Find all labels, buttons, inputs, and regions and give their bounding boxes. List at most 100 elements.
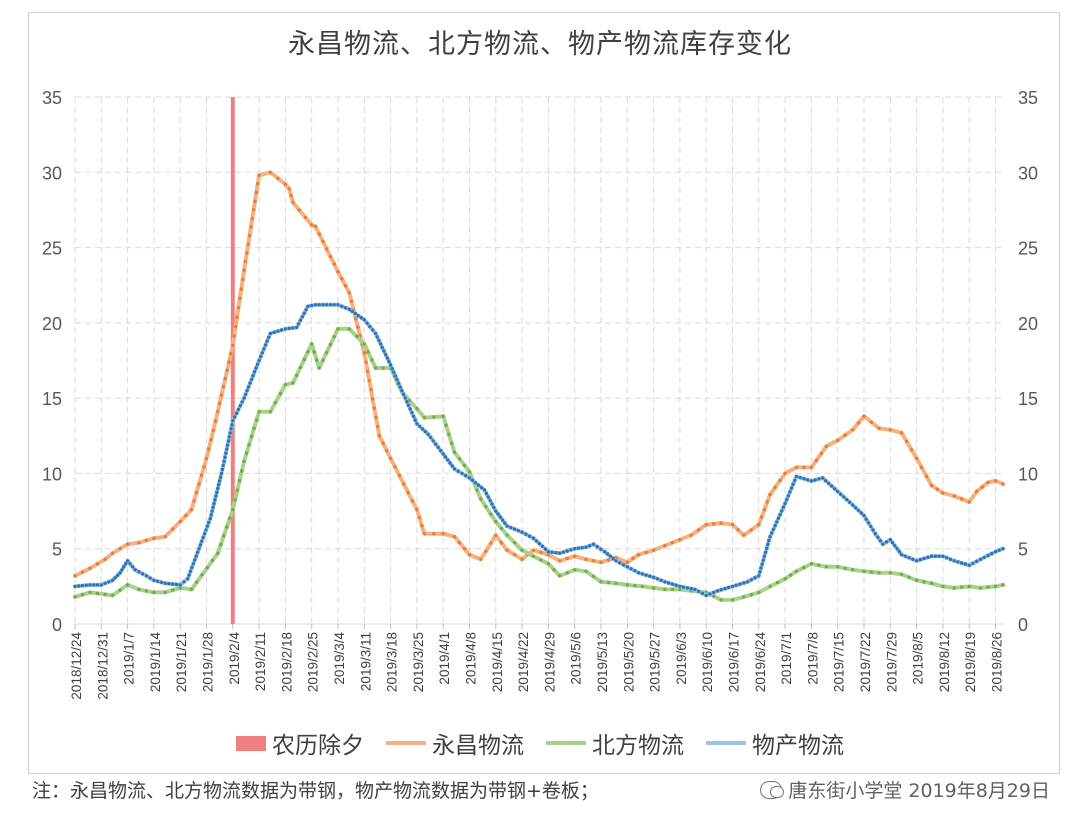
series-point-1 (200, 573, 204, 577)
series-point-0 (372, 406, 376, 410)
series-point-2 (659, 578, 663, 582)
series-point-2 (871, 528, 875, 532)
series-point-2 (441, 452, 445, 456)
series-point-2 (516, 528, 520, 533)
y-tick-label-left: 5 (52, 540, 62, 560)
y-tick-label-right: 35 (1018, 88, 1038, 108)
series-point-0 (759, 515, 764, 519)
series-point-1 (231, 507, 235, 512)
series-point-2 (171, 582, 175, 586)
series-point-2 (336, 303, 340, 307)
series-point-0 (254, 190, 259, 195)
series-point-2 (956, 560, 960, 564)
series-point-1 (228, 516, 232, 520)
series-point-2 (573, 547, 577, 551)
series-point-2 (211, 505, 215, 509)
series-point-0 (402, 482, 406, 486)
series-point-2 (450, 464, 454, 468)
series-point-1 (283, 382, 288, 387)
x-tick-label: 2019/4/8 (463, 632, 478, 685)
series-point-1 (163, 590, 167, 595)
series-point-2 (393, 374, 398, 378)
x-tick-label: 2019/2/4 (227, 632, 242, 685)
series-point-0 (914, 456, 919, 461)
series-point-1 (298, 365, 303, 370)
series-point-2 (296, 322, 301, 326)
series-point-0 (95, 562, 100, 566)
series-point-0 (192, 499, 196, 503)
series-point-0 (250, 216, 254, 221)
series-point-2 (839, 492, 843, 496)
series-point-1 (432, 415, 436, 419)
y-tick-label-left: 25 (42, 239, 62, 259)
series-point-2 (214, 494, 218, 498)
series-point-2 (864, 517, 868, 521)
series-point-2 (997, 548, 1001, 552)
x-tick-label: 2019/7/29 (884, 632, 899, 692)
series-point-2 (227, 435, 231, 439)
x-tick-label: 2019/3/11 (358, 632, 373, 691)
series-point-1 (505, 533, 509, 537)
series-point-2 (580, 546, 584, 550)
series-point-1 (539, 558, 543, 562)
x-tick-label: 2018/12/31 (95, 632, 110, 700)
series-point-1 (317, 366, 321, 370)
series-point-2 (217, 479, 222, 483)
series-point-0 (385, 449, 389, 453)
series-point-0 (929, 483, 934, 488)
series-point-2 (221, 463, 225, 467)
series-point-2 (773, 523, 777, 528)
series-point-0 (631, 556, 635, 561)
series-point-2 (408, 407, 412, 411)
series-point-2 (830, 484, 834, 488)
series-point-1 (373, 366, 378, 370)
series-point-0 (809, 465, 814, 470)
series-point-2 (133, 568, 137, 572)
series-point-2 (188, 569, 193, 573)
series-point-0 (163, 535, 167, 539)
series-point-2 (377, 338, 381, 343)
series-point-2 (124, 562, 128, 566)
series-point-2 (439, 448, 443, 453)
series-point-2 (190, 565, 194, 570)
series-point-2 (537, 541, 542, 546)
series-point-1 (144, 589, 149, 593)
series-point-0 (194, 490, 199, 495)
series-point-2 (520, 530, 524, 534)
series-point-0 (712, 522, 716, 526)
series-point-0 (494, 533, 498, 537)
wechat-icon (760, 780, 785, 799)
series-point-1 (817, 563, 821, 567)
series-point-2 (494, 509, 498, 513)
series-point-2 (817, 477, 821, 481)
series-point-2 (110, 578, 115, 582)
series-point-2 (431, 439, 435, 443)
series-point-1 (152, 590, 156, 595)
series-point-2 (224, 451, 228, 455)
series-point-0 (606, 558, 611, 562)
series-point-2 (881, 542, 885, 546)
series-point-2 (174, 582, 179, 587)
series-point-2 (888, 538, 892, 542)
series-point-0 (303, 215, 308, 220)
series-point-2 (621, 563, 626, 567)
series-point-2 (789, 486, 794, 490)
series-point-2 (948, 557, 953, 561)
series-point-1 (422, 416, 427, 420)
series-point-2 (895, 547, 899, 551)
series-point-0 (257, 173, 261, 177)
x-tick-label: 2018/12/24 (69, 632, 84, 700)
series-point-2 (182, 580, 186, 584)
series-point-0 (704, 522, 708, 527)
x-tick-label: 2019/6/17 (726, 632, 741, 692)
series-point-0 (362, 351, 366, 355)
series-point-2 (678, 584, 682, 589)
series-point-0 (347, 291, 351, 295)
series-point-2 (467, 476, 472, 480)
series-point-1 (986, 585, 990, 589)
series-point-2 (194, 554, 198, 558)
series-point-2 (225, 443, 230, 447)
series-point-0 (223, 376, 227, 381)
series-point-2 (295, 325, 299, 330)
series-point-2 (809, 479, 814, 483)
